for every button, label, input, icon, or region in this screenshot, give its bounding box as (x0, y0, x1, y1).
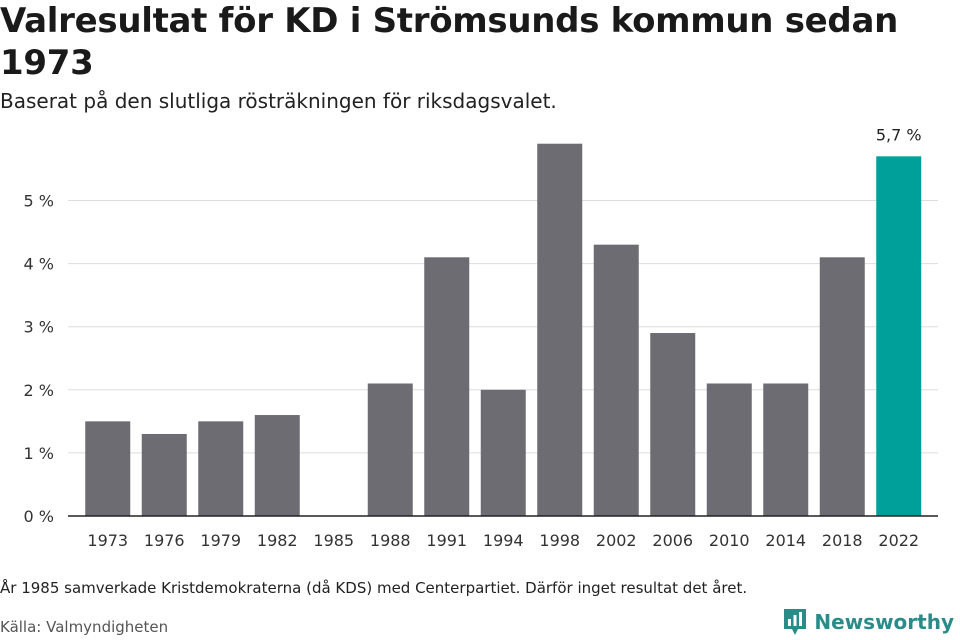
bar-chart: 0 % 1 % 2 % 3 % 4 % 5 % 1973 1976 1979 1982 1985 19… (24, 125, 938, 550)
source-note: Källa: Valmyndigheten (0, 618, 169, 636)
x-tick-label: 1994 (483, 531, 524, 550)
bar (254, 415, 300, 516)
newsworthy-logo: Newsworthy (782, 607, 954, 637)
bar (141, 433, 187, 516)
newsworthy-logo-icon (784, 609, 807, 635)
bar (198, 421, 244, 516)
x-tick-label: 2006 (652, 531, 693, 550)
bar (367, 383, 413, 516)
x-tick-label: 2018 (822, 531, 863, 550)
bar (650, 333, 696, 516)
x-tick-label: 2022 (878, 531, 919, 550)
x-tick-label: 1979 (200, 531, 241, 550)
bar (480, 389, 526, 516)
bar (876, 156, 922, 516)
bar (706, 383, 752, 516)
y-tick-label: 1 % (24, 444, 54, 463)
x-tick-label: 1998 (539, 531, 580, 550)
y-tick-label: 3 % (24, 318, 54, 337)
x-tick-label: 2010 (709, 531, 750, 550)
bar (537, 143, 583, 516)
y-tick-label: 2 % (24, 381, 54, 400)
chart-title: Valresultat för KD i Strömsunds kommun s… (0, 1, 899, 83)
bar (424, 257, 470, 516)
x-tick-label: 1991 (426, 531, 467, 550)
newsworthy-logo-text: Newsworthy (814, 610, 954, 634)
bar (593, 244, 639, 517)
x-tick-label: 1976 (144, 531, 185, 550)
x-tick-label: 1985 (313, 531, 354, 550)
bar (85, 421, 131, 516)
x-tick-label: 1988 (370, 531, 411, 550)
y-tick-label: 0 % (24, 507, 54, 526)
x-tick-label: 1982 (257, 531, 298, 550)
x-tick-label: 1973 (87, 531, 128, 550)
data-label: 5,7 % (876, 125, 922, 144)
chart-subtitle: Baserat på den slutliga rösträkningen fö… (0, 89, 557, 113)
y-tick-label: 4 % (24, 255, 54, 274)
x-tick-label: 2014 (765, 531, 806, 550)
y-tick-label: 5 % (24, 192, 54, 211)
bar (819, 257, 865, 516)
footnote: År 1985 samverkade Kristdemokraterna (då… (0, 579, 748, 597)
x-tick-label: 2002 (596, 531, 637, 550)
bar (763, 383, 809, 516)
